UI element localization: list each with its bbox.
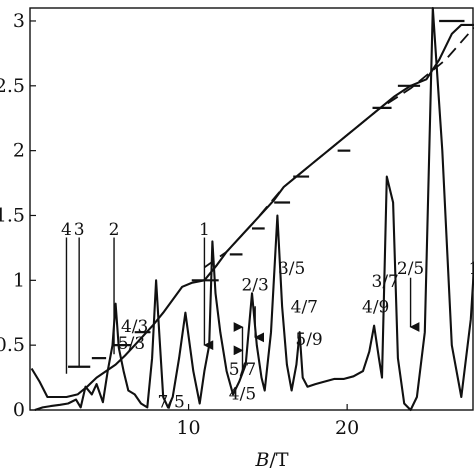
fraction-label: 2/3: [241, 276, 268, 296]
fraction-label: 4: [61, 220, 72, 240]
plateau-markers: [68, 19, 465, 368]
plot-frame: [29, 7, 474, 411]
series-line-1: [30, 23, 474, 399]
x-axis-label-unit: /T: [269, 449, 288, 471]
annotations: 4 3 2 14/35/37/52/35/74/53/54/75/94/93/72/5…: [61, 220, 474, 412]
series-line-3: [34, 6, 474, 412]
y-tick-label: 2: [13, 140, 25, 162]
y-tick-label: 1: [13, 269, 25, 291]
fraction-label: 5/9: [295, 330, 322, 350]
x-axis-label: B/T: [254, 449, 288, 471]
fraction-label: 1: [199, 220, 210, 240]
y-tick-label: 0: [13, 399, 25, 421]
fraction-label: 5/3: [118, 334, 145, 354]
y-tick-label: 2.5: [0, 75, 25, 97]
axes: 0 0.5 1 1.5 2 2.5 3 10 20: [0, 7, 474, 439]
y-tick-label: 1.5: [0, 204, 25, 226]
fraction-label: 1: [469, 259, 474, 279]
fraction-label: 2/5: [397, 259, 424, 279]
x-axis-label-var: B: [254, 449, 269, 471]
fraction-label: 3: [74, 220, 85, 240]
x-tick-label: 10: [176, 417, 200, 439]
series-group: [30, 6, 474, 412]
fraction-label: 4/7: [291, 298, 318, 318]
y-tick-label: 0.5: [0, 334, 25, 356]
fraction-label: 4/9: [362, 298, 389, 318]
fraction-label: 2: [109, 220, 120, 240]
fraction-label: 3/5: [278, 259, 305, 279]
y-tick-label: 3: [13, 10, 25, 32]
series-line-2: [203, 26, 474, 269]
x-tick-label: 20: [335, 417, 359, 439]
